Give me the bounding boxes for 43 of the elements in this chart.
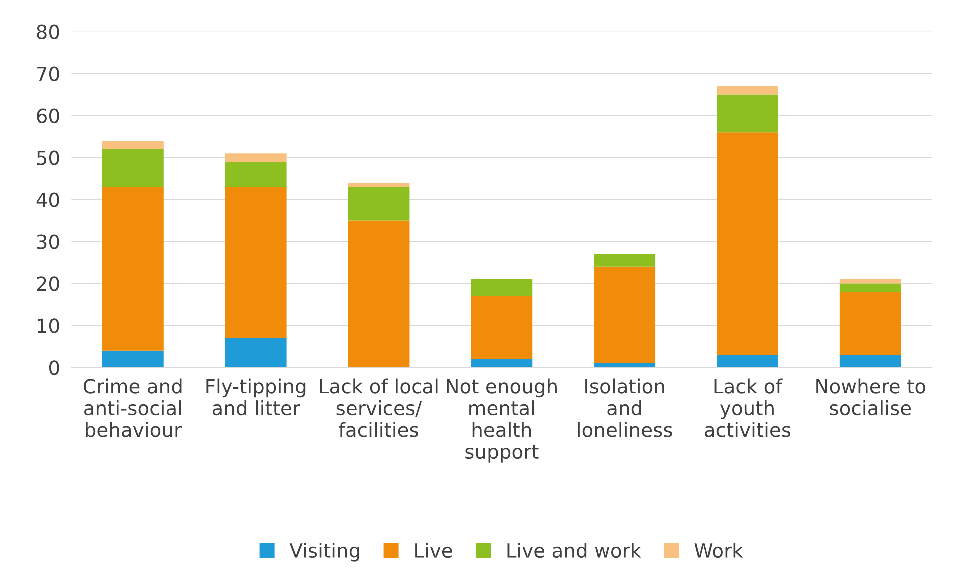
legend-label: Live [416,543,452,558]
y-tick-label: 40 [36,192,60,208]
x-tick-label: Lack of youth activities [705,378,791,438]
x-tick-label: Crime and anti-social behaviour [84,378,182,438]
y-tick-label: 60 [37,108,60,124]
x-tick-label: Nowhere to socialise [816,378,926,416]
bar [348,187,410,221]
bar [102,350,164,368]
bar [348,220,410,368]
legend-label: Work [694,543,744,558]
bar [102,140,164,150]
bar [348,182,410,188]
x-tick-label: Fly-tipping and litter [206,378,306,416]
bar [840,355,902,368]
bar [840,292,902,356]
y-tick-label: 70 [37,66,60,82]
bar [594,254,656,267]
bar [717,355,778,368]
bar [225,338,287,368]
bar [594,266,656,364]
bar [471,296,533,360]
y-tick-label: 30 [37,234,60,250]
bar [717,132,778,356]
x-tick-label: Not enough mental health support [447,378,557,463]
bar [225,187,287,338]
bar [840,280,902,284]
x-tick-label: Isolation and loneliness [578,378,672,438]
bar [225,162,287,188]
y-tick-label: 0 [50,360,60,376]
bar [717,86,778,95]
legend-label: Visiting [290,543,360,562]
bar [717,94,778,133]
bar [225,154,287,162]
bar [471,280,533,296]
legend-label: Live and work [508,543,642,558]
y-tick-label: 80 [37,24,60,40]
y-tick-label: 20 [37,276,60,292]
y-tick-label: 50 [37,150,60,166]
bar [102,187,164,351]
bar [102,149,164,188]
bar [840,284,902,292]
y-tick-label: 10 [38,318,60,334]
x-tick-label: Lack of local services/ facilities [320,378,438,438]
